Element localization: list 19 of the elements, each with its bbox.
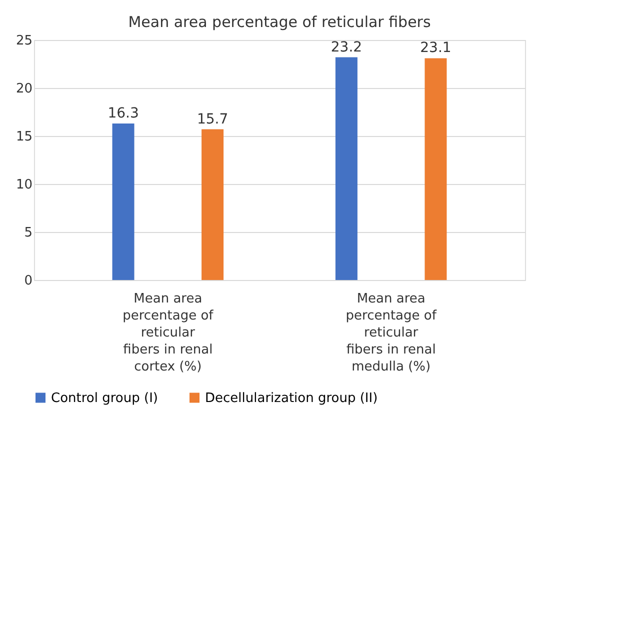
bar	[335, 57, 358, 280]
bar	[424, 58, 447, 280]
data-label: 23.1	[420, 40, 452, 56]
data-label: 16.3	[108, 106, 139, 122]
data-label: 23.2	[330, 39, 362, 56]
data-label: 15.7	[196, 111, 228, 128]
y-tick-label: 25	[16, 34, 32, 48]
y-tick-label: 5	[24, 226, 32, 240]
y-tick-label: 15	[16, 130, 32, 144]
y-tick-label: 10	[16, 178, 32, 192]
y-tick-label: 20	[16, 82, 32, 96]
y-tick-label: 0	[24, 274, 32, 288]
bar	[202, 129, 224, 280]
x-tick-label: Mean area percentage of reticular fibers in renal medulla (%)	[346, 292, 437, 374]
bar	[112, 124, 134, 280]
legend-label: Decellularization group (II)	[205, 390, 378, 406]
x-tick-label: Mean area percentage of reticular fibers in renal cortex (%)	[122, 292, 214, 374]
chart-title: Mean area percentage of reticular fibers	[128, 13, 431, 31]
legend-label: Control group (I)	[51, 390, 158, 406]
